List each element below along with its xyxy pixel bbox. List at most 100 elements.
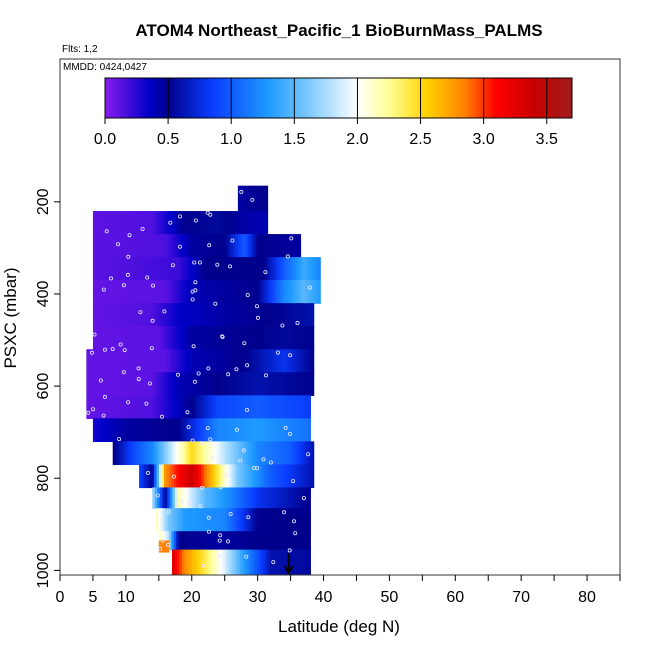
heatmap-cell (110, 280, 114, 304)
heatmap-cell (115, 280, 119, 304)
heatmap-cell (237, 508, 242, 532)
heatmap-cell (96, 395, 100, 419)
heatmap-cell (122, 418, 127, 442)
heatmap-cell (183, 349, 187, 373)
heatmap-cell (256, 464, 260, 489)
heatmap-cell (132, 441, 136, 466)
heatmap-cell (280, 395, 284, 419)
heatmap-cell (225, 487, 229, 509)
heatmap-cell (292, 257, 296, 281)
heatmap-cell (207, 280, 211, 304)
heatmap-cell (213, 349, 217, 373)
heatmap-cell (158, 395, 162, 419)
heatmap-cell (230, 326, 234, 350)
sample-marker (242, 341, 247, 346)
heatmap-cell (150, 441, 154, 466)
heatmap-cell (167, 487, 171, 509)
heatmap-cell (152, 441, 156, 466)
heatmap-cell (247, 280, 251, 304)
heatmap-cell (128, 326, 132, 350)
heatmap-cell (225, 395, 229, 419)
y-axis: 200 400 600 800 1000 (35, 188, 60, 588)
heatmap-cell (245, 211, 249, 235)
heatmap-cell (101, 349, 105, 373)
heatmap-cell (180, 418, 184, 442)
heatmap-cell (273, 464, 277, 489)
heatmap-cell (96, 372, 100, 396)
heatmap-cell (103, 349, 107, 373)
heatmap-cell (215, 441, 219, 466)
heatmap-cell (275, 234, 279, 258)
heatmap-cell (88, 395, 92, 419)
heatmap-cell (191, 372, 195, 396)
sample-marker (149, 346, 154, 351)
heatmap-cell (102, 418, 107, 442)
heatmap-cell (152, 280, 156, 304)
heatmap-cell (315, 280, 319, 304)
heatmap-cell (218, 531, 222, 551)
heatmap-cell (277, 234, 282, 258)
heatmap-cell (235, 303, 240, 327)
heatmap-cell (217, 508, 222, 532)
heatmap-cell (220, 303, 224, 327)
heatmap-cell (182, 487, 186, 509)
heatmap-cell (247, 418, 251, 442)
heatmap-cell (183, 531, 187, 551)
heatmap-cell (184, 549, 188, 575)
heatmap-cell (212, 549, 216, 575)
heatmap-cell (278, 372, 282, 396)
sample-marker (146, 470, 151, 475)
heatmap-cell (92, 326, 97, 350)
heatmap-cell (196, 531, 200, 551)
heatmap-cell (281, 464, 285, 489)
heatmap-cell (140, 441, 144, 466)
sample-marker (306, 452, 311, 457)
heatmap-cell (221, 464, 225, 489)
heatmap-cell (235, 395, 239, 419)
heatmap-cell (107, 280, 112, 304)
heatmap-cell (186, 349, 190, 373)
heatmap-cell (230, 395, 234, 419)
heatmap-cell (200, 257, 204, 281)
heatmap-cell (132, 234, 137, 258)
heatmap-cell (200, 234, 204, 258)
heatmap-cell (232, 418, 236, 442)
heatmap-cell (253, 395, 257, 419)
heatmap-cell (232, 257, 236, 281)
heatmap-cell (276, 372, 280, 396)
heatmap-cell (202, 508, 207, 532)
heatmap-cell (204, 487, 209, 509)
heatmap-cell (158, 326, 162, 350)
heatmap-cell (143, 395, 147, 419)
heatmap-cell (295, 549, 299, 575)
heatmap-cell (157, 234, 162, 258)
heatmap-cell (240, 234, 244, 258)
heatmap-cell (102, 234, 107, 258)
heatmap-cell (231, 349, 235, 373)
heatmap-cell (286, 441, 290, 466)
heatmap-cell (237, 549, 241, 575)
heatmap-cell (268, 464, 272, 489)
heatmap-cell (288, 326, 292, 350)
heatmap-cell (261, 464, 265, 489)
heatmap-cell (275, 549, 279, 575)
heatmap-cell (252, 508, 257, 532)
heatmap-cell (250, 211, 254, 235)
heatmap-cell (288, 349, 292, 373)
heatmap-cell (280, 508, 284, 532)
heatmap-cell (242, 508, 247, 532)
heatmap-cell (148, 372, 152, 396)
heatmap-cell (240, 508, 244, 532)
y-tick-label: 800 (35, 465, 52, 492)
heatmap-cell (224, 549, 228, 575)
heatmap-cell (248, 531, 252, 551)
heatmap-cell (215, 395, 219, 419)
heatmap-cell (292, 418, 296, 442)
heatmap-cell (218, 326, 222, 350)
heatmap-cell (247, 487, 251, 509)
heatmap-cell (237, 234, 242, 258)
heatmap-cell (255, 234, 259, 258)
heatmap-cell (302, 508, 306, 532)
heatmap-cell (156, 372, 160, 396)
heatmap-cell (135, 211, 139, 235)
